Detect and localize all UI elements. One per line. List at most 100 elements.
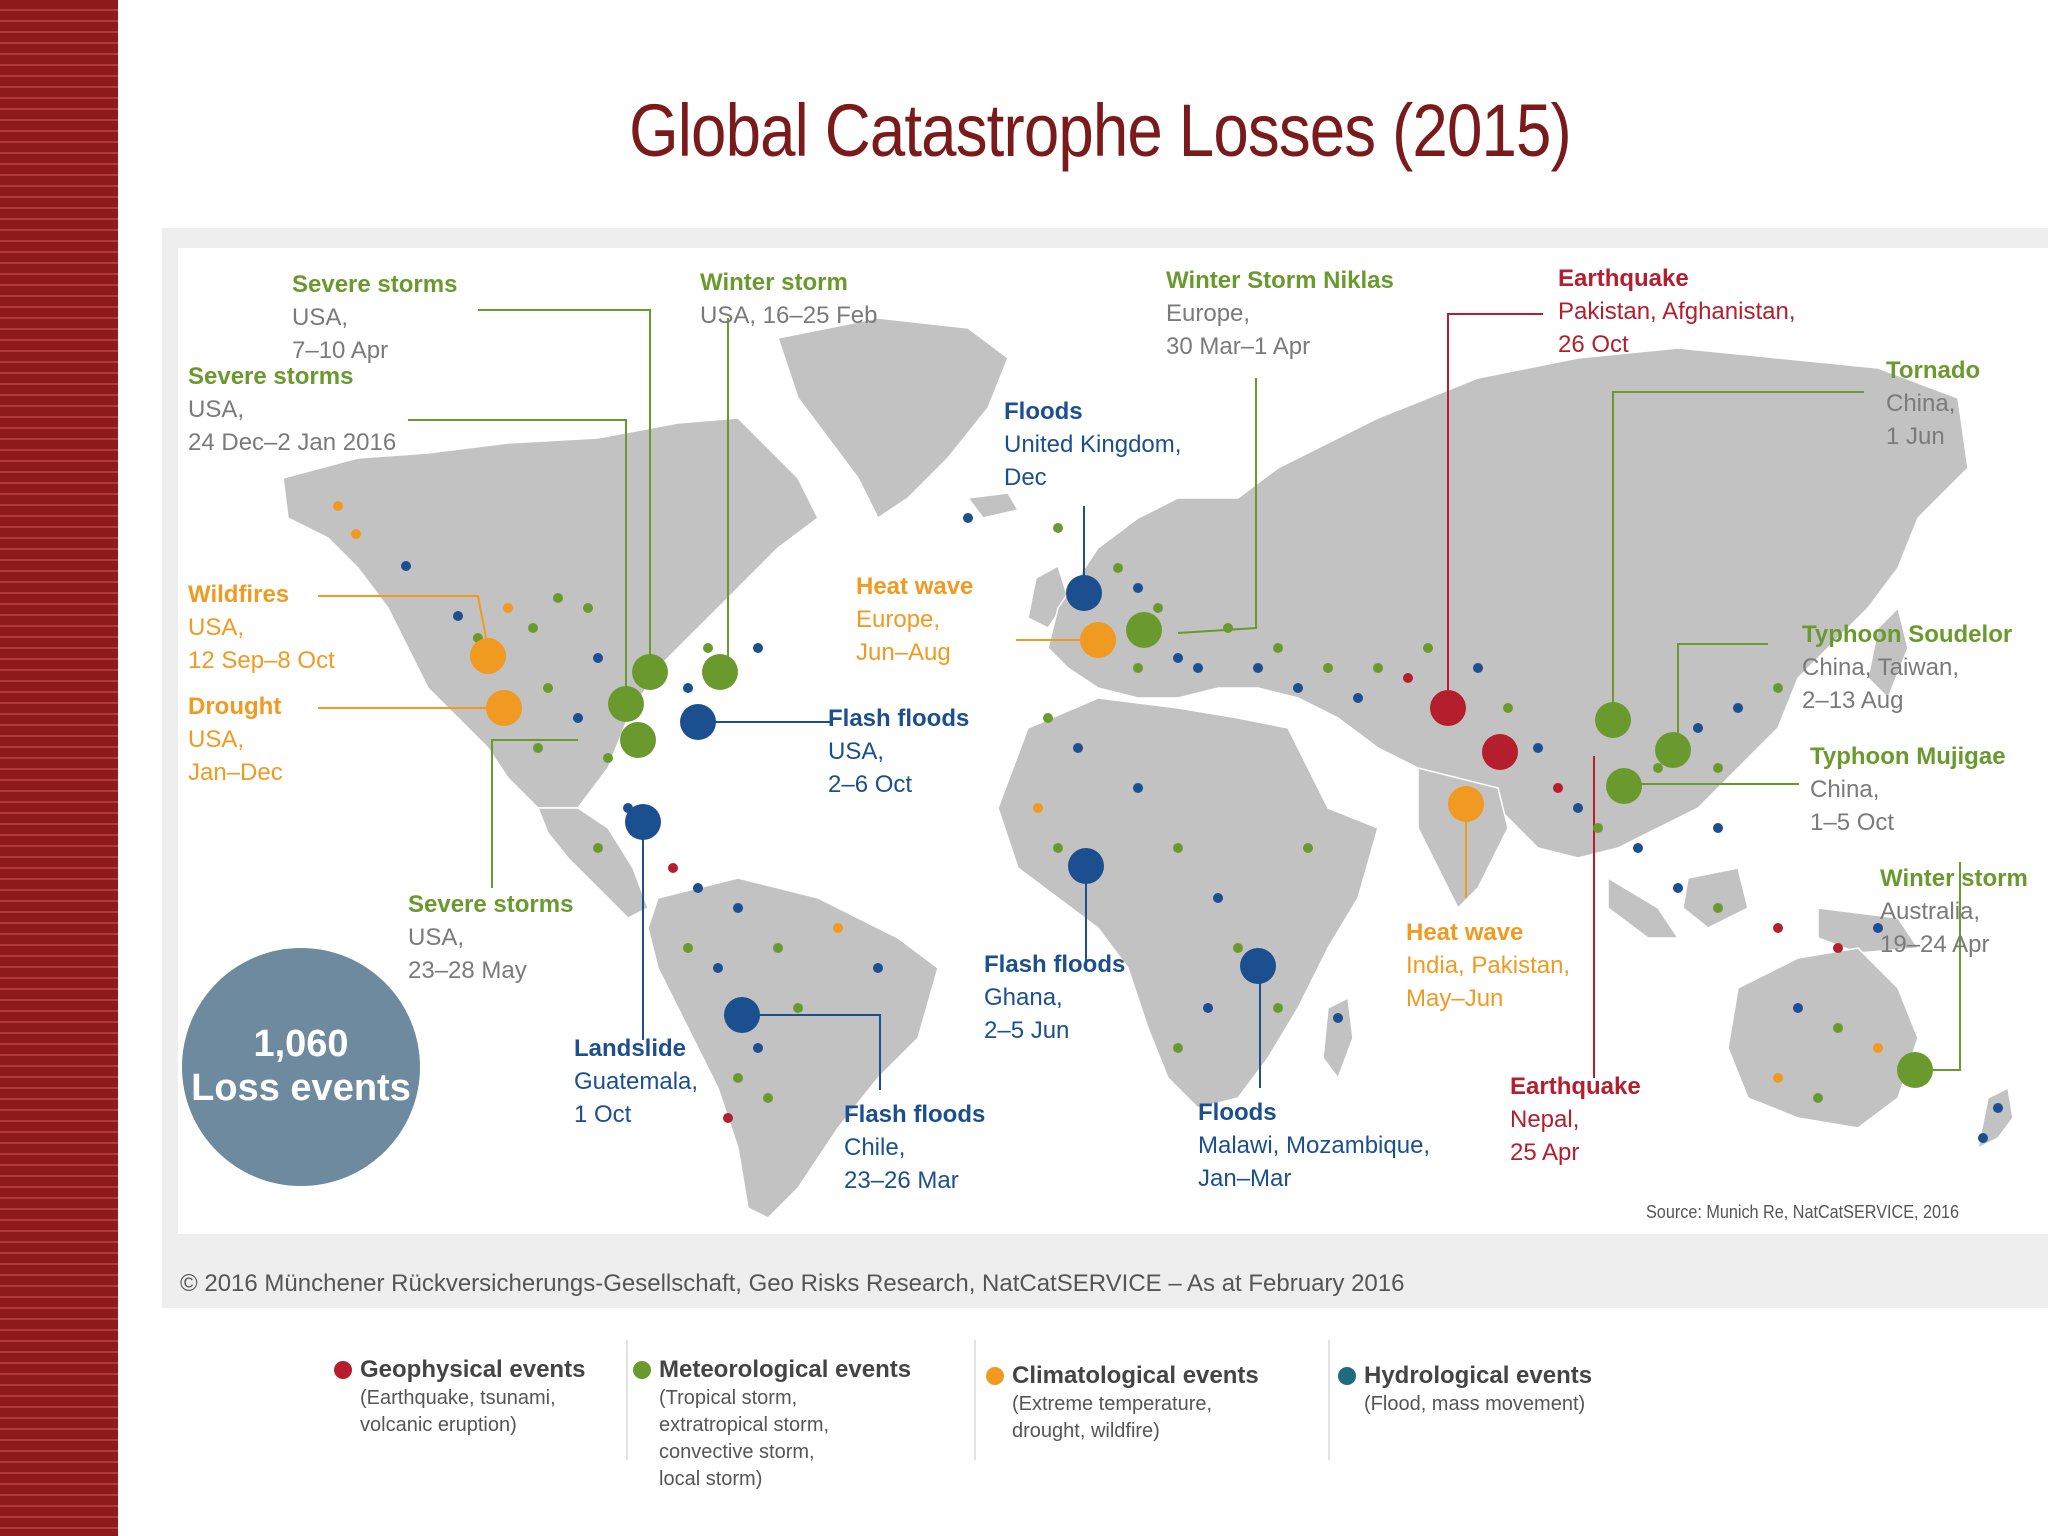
event-dot bbox=[1133, 783, 1143, 793]
event-dot bbox=[833, 923, 843, 933]
event-dot bbox=[573, 713, 583, 723]
event-dot bbox=[1223, 623, 1233, 633]
climatological-dot-icon bbox=[986, 1366, 1004, 1385]
label-earthquake-pakistan: Earthquake Pakistan, Afghanistan, 26 Oct bbox=[1558, 265, 1796, 358]
event-dot bbox=[528, 623, 538, 633]
landmass-new-zealand bbox=[1976, 1086, 2014, 1150]
marker-typhoon-mujigae bbox=[1606, 768, 1642, 804]
event-dot bbox=[1133, 583, 1143, 593]
event-dot bbox=[1253, 663, 1263, 673]
label-earthquake-nepal: Earthquake Nepal, 25 Apr bbox=[1510, 1073, 1641, 1166]
leader-tornado-china bbox=[1612, 391, 1864, 718]
event-dot bbox=[1053, 843, 1063, 853]
marker-drought bbox=[486, 690, 522, 726]
event-dot bbox=[1653, 763, 1663, 773]
event-dot bbox=[873, 963, 883, 973]
event-dot bbox=[1993, 1103, 2003, 1113]
event-dot bbox=[1303, 843, 1313, 853]
event-dot bbox=[693, 883, 703, 893]
decorative-sidebar-stripe bbox=[0, 0, 118, 1536]
event-dot bbox=[683, 943, 693, 953]
label-wildfires: Wildfires USA, 12 Sep–8 Oct bbox=[188, 581, 335, 674]
event-dot bbox=[1813, 1093, 1823, 1103]
marker-winter-storm-niklas bbox=[1126, 612, 1162, 648]
landmass-central-america bbox=[536, 807, 649, 919]
leader-wildfires bbox=[318, 595, 489, 649]
label-flash-floods-ghana: Flash floods Ghana, 2–5 Jun bbox=[984, 951, 1126, 1044]
event-dot bbox=[703, 643, 713, 653]
landmass-madagascar bbox=[1322, 996, 1354, 1080]
label-winter-storm-usa: Winter storm USA, 16–25 Feb bbox=[700, 269, 878, 329]
event-dot bbox=[1273, 643, 1283, 653]
marker-heat-wave-europe bbox=[1080, 622, 1116, 658]
landmass-new-guinea bbox=[1817, 907, 1920, 954]
event-dot bbox=[1533, 743, 1543, 753]
event-dot bbox=[753, 643, 763, 653]
event-dot bbox=[1053, 523, 1063, 533]
major-event-markers bbox=[470, 575, 1933, 1088]
marker-heat-wave-india bbox=[1448, 786, 1484, 822]
small-event-dots bbox=[333, 501, 2003, 1143]
event-dot bbox=[1873, 923, 1883, 933]
landmass-eurasia bbox=[1047, 347, 1969, 859]
event-dot bbox=[713, 963, 723, 973]
event-dot bbox=[1773, 923, 1783, 933]
event-dot bbox=[1773, 683, 1783, 693]
event-dot bbox=[1193, 663, 1203, 673]
leader-severe-storms-apr bbox=[478, 309, 651, 668]
event-dot bbox=[1673, 883, 1683, 893]
event-dot bbox=[1633, 843, 1643, 853]
leader-typhoon-soudelor bbox=[1677, 643, 1768, 748]
landmass-sumatra bbox=[1607, 876, 1680, 939]
label-heat-wave-europe: Heat wave Europe, Jun–Aug bbox=[856, 573, 974, 666]
legend-geophysical: Geophysical events (Earthquake, tsunami,… bbox=[334, 1356, 585, 1439]
legend-divider bbox=[974, 1340, 976, 1460]
event-dot bbox=[1593, 823, 1603, 833]
label-heat-wave-india: Heat wave India, Pakistan, May–Jun bbox=[1406, 919, 1571, 1012]
event-dot bbox=[1713, 903, 1723, 913]
event-dot bbox=[1373, 663, 1383, 673]
event-dot bbox=[1293, 683, 1303, 693]
event-dot bbox=[753, 1043, 763, 1053]
event-dot bbox=[1573, 803, 1583, 813]
event-dot bbox=[401, 561, 411, 571]
legend-divider bbox=[626, 1340, 628, 1460]
event-dot bbox=[1833, 1023, 1843, 1033]
leader-flash-floods-chile bbox=[742, 1014, 881, 1090]
marker-winter-storm-australia bbox=[1897, 1052, 1933, 1088]
event-dot bbox=[1333, 1013, 1343, 1023]
hydrological-dot-icon bbox=[1338, 1366, 1356, 1385]
event-dot bbox=[1153, 603, 1163, 613]
legend-climatological: Climatological events (Extreme temperatu… bbox=[986, 1362, 1259, 1445]
marker-flash-floods-ghana bbox=[1068, 848, 1104, 884]
event-dot bbox=[1733, 703, 1743, 713]
loss-events-label: Loss events bbox=[191, 1067, 411, 1109]
event-dot bbox=[583, 603, 593, 613]
event-dot bbox=[453, 611, 463, 621]
marker-severe-storms-apr bbox=[632, 654, 668, 690]
event-dot bbox=[668, 863, 678, 873]
marker-tornado-china bbox=[1595, 702, 1631, 738]
page-title: Global Catastrophe Losses (2015) bbox=[629, 89, 1572, 172]
event-dot bbox=[333, 501, 343, 511]
label-severe-storms-apr: Severe storms USA, 7–10 Apr bbox=[292, 271, 458, 364]
event-dot bbox=[1793, 1003, 1803, 1013]
event-dot bbox=[1713, 823, 1723, 833]
landmass-africa bbox=[997, 697, 1379, 1109]
event-dot bbox=[1473, 663, 1483, 673]
label-winter-storm-australia: Winter storm Australia, 19–24 Apr bbox=[1880, 865, 2028, 958]
event-dot bbox=[543, 683, 553, 693]
event-dot bbox=[1273, 1003, 1283, 1013]
event-dot bbox=[1353, 693, 1363, 703]
leader-lines bbox=[318, 309, 1961, 1090]
event-dot bbox=[1323, 663, 1333, 673]
marker-winter-storm-usa bbox=[702, 654, 738, 690]
geophysical-dot-icon bbox=[334, 1360, 352, 1379]
marker-severe-storms-may bbox=[620, 722, 656, 758]
marker-typhoon-soudelor bbox=[1655, 732, 1691, 768]
event-dot bbox=[733, 903, 743, 913]
label-tornado-china: Tornado China, 1 Jun bbox=[1886, 357, 1981, 450]
copyright-note: © 2016 Münchener Rückversicherungs-Gesel… bbox=[180, 1270, 1405, 1297]
source-note: Source: Munich Re, NatCatSERVICE, 2016 bbox=[1646, 1202, 1960, 1222]
loss-events-badge: 1,060 Loss events bbox=[182, 948, 420, 1186]
